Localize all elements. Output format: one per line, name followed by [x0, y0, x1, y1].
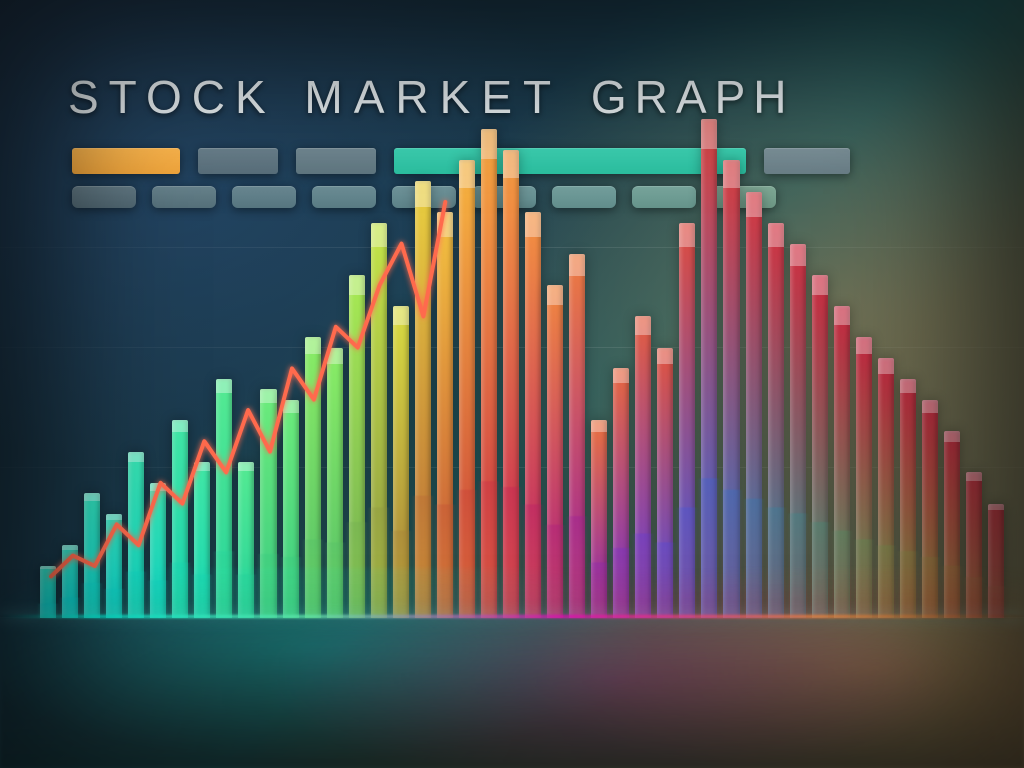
bar: [415, 181, 431, 618]
bar: [569, 254, 585, 618]
bar: [481, 129, 497, 618]
bar: [812, 275, 828, 618]
chart-stage: STOCK MARKET GRAPH: [0, 0, 1024, 768]
bar: [723, 160, 739, 618]
bar: [371, 223, 387, 618]
bar: [701, 119, 717, 618]
bar: [768, 223, 784, 618]
bar: [679, 223, 695, 618]
bar: [503, 150, 519, 618]
bar: [349, 275, 365, 618]
bar-series: [40, 98, 1004, 618]
bar: [790, 244, 806, 618]
bar: [459, 160, 475, 618]
floor-reflection: [0, 568, 1024, 768]
bar: [746, 192, 762, 618]
bar: [525, 212, 541, 618]
bar: [437, 212, 453, 618]
